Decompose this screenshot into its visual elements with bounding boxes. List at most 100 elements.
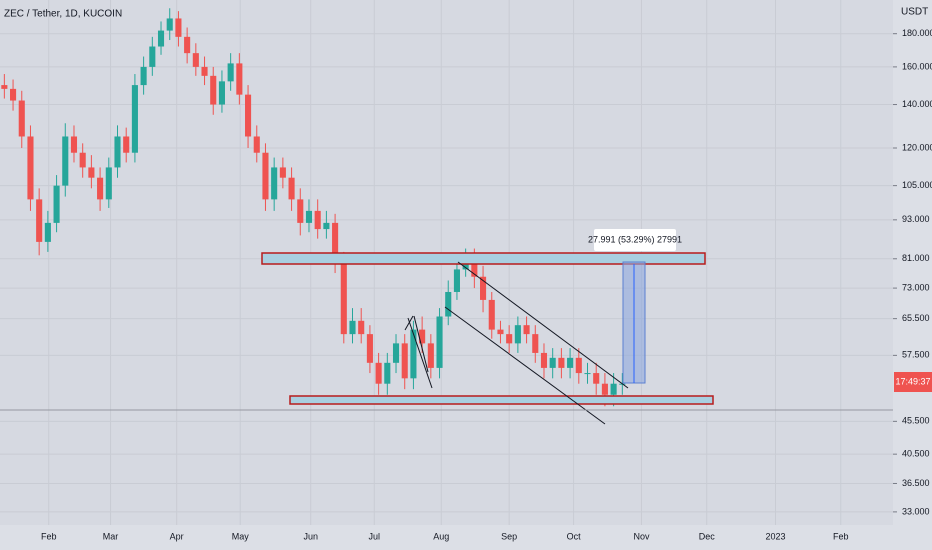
candle-body	[480, 276, 487, 300]
y-tick-label: 45.500	[902, 416, 930, 426]
candle-body	[523, 325, 530, 335]
candle-body	[236, 63, 243, 95]
measure-label: 27.991 (53.29%) 27991	[588, 234, 682, 244]
candle-body	[445, 291, 452, 317]
candle-body	[44, 222, 51, 242]
candle-body	[253, 136, 260, 153]
candle-body	[488, 299, 495, 330]
candle-body	[314, 210, 321, 230]
y-tick-label: 180.000	[902, 28, 932, 38]
candle-body	[497, 329, 504, 335]
candle-body	[567, 357, 574, 368]
x-tick-label: May	[232, 531, 250, 541]
candle-body	[18, 100, 25, 137]
x-tick-label: Jun	[303, 531, 318, 541]
candle-body	[419, 329, 426, 344]
y-tick-label: 120.000	[902, 142, 932, 152]
candles	[1, 8, 626, 407]
channel-lower	[444, 306, 606, 425]
measure-label-box	[594, 229, 676, 251]
candle-body	[332, 222, 339, 263]
candle-body	[610, 383, 617, 395]
candle-body	[175, 18, 182, 37]
candle-body	[1, 85, 8, 89]
candle-body	[210, 75, 217, 105]
candle-body	[514, 325, 521, 344]
candle-body	[375, 362, 382, 384]
countdown: 17:49:37	[895, 376, 930, 386]
candle-body	[349, 320, 356, 335]
candle-body	[227, 63, 234, 82]
candle-body	[305, 210, 313, 223]
x-tick-label: Feb	[833, 531, 849, 541]
y-tick-label: 36.500	[902, 478, 930, 488]
x-tick-label: Feb	[41, 531, 57, 541]
candle-body	[53, 185, 60, 223]
trend-line	[413, 315, 429, 373]
y-tick-label: 73.000	[902, 282, 930, 292]
y-tick-label: 81.000	[902, 253, 930, 263]
candle-body	[123, 136, 130, 153]
countdown-box	[894, 372, 932, 392]
y-axis-label: USDT	[901, 7, 928, 18]
x-tick-label: Nov	[633, 531, 650, 541]
candle-body	[192, 53, 199, 67]
x-tick-label: Aug	[433, 531, 449, 541]
time-axis-background	[0, 525, 893, 550]
candle-body	[245, 94, 252, 137]
candle-body	[584, 373, 591, 375]
x-tick-label: Apr	[170, 531, 184, 541]
candle-body	[601, 383, 608, 395]
candle-body	[201, 66, 208, 76]
candle-body	[575, 357, 582, 374]
y-tick-label: 40.500	[902, 449, 930, 459]
candle-body	[27, 136, 34, 200]
trend-line	[407, 317, 433, 389]
x-tick-label: Mar	[103, 531, 119, 541]
candle-body	[340, 262, 347, 335]
candle-body	[184, 36, 191, 54]
y-tick-label: 105.000	[902, 180, 932, 190]
candle-body	[88, 167, 95, 178]
x-tick-label: Dec	[699, 531, 716, 541]
candle-body	[114, 136, 121, 168]
candle-body	[532, 334, 539, 353]
candle-body	[384, 362, 391, 384]
candle-body	[288, 177, 295, 200]
candle-body	[401, 343, 408, 379]
candle-body	[166, 18, 173, 31]
candle-body	[297, 199, 304, 223]
channel-upper	[457, 261, 629, 389]
candle-body	[157, 30, 165, 47]
candle-body	[392, 343, 400, 363]
x-tick-label: Sep	[501, 531, 517, 541]
candle-body	[62, 136, 69, 186]
candle-body	[279, 167, 286, 178]
candle-body	[271, 167, 278, 200]
candle-body	[540, 352, 548, 368]
trend-line	[404, 315, 414, 331]
x-tick-label: Oct	[567, 531, 582, 541]
candle-body	[506, 334, 513, 344]
candle-body	[471, 258, 478, 277]
chart-title: ZEC / Tether, 1D, KUCOIN	[4, 9, 122, 20]
y-tick-label: 57.500	[902, 350, 930, 360]
support-zone	[289, 395, 714, 405]
y-tick-label: 140.000	[902, 99, 932, 109]
drawings: 27.991 (53.29%) 27991	[261, 229, 714, 425]
candle-body	[131, 85, 138, 153]
y-tick-label: 65.500	[902, 313, 930, 323]
x-tick-label: Jul	[369, 531, 381, 541]
x-tick-label: 2023	[765, 531, 785, 541]
candle-body	[366, 334, 373, 363]
candle-body	[79, 152, 86, 168]
candle-body	[453, 269, 460, 292]
resistance-zone	[261, 252, 706, 265]
candle-body	[358, 320, 365, 335]
candle-body	[427, 343, 434, 368]
y-tick-label: 93.000	[902, 214, 930, 224]
y-tick-label: 160.000	[902, 61, 932, 71]
candle-body	[140, 66, 147, 86]
